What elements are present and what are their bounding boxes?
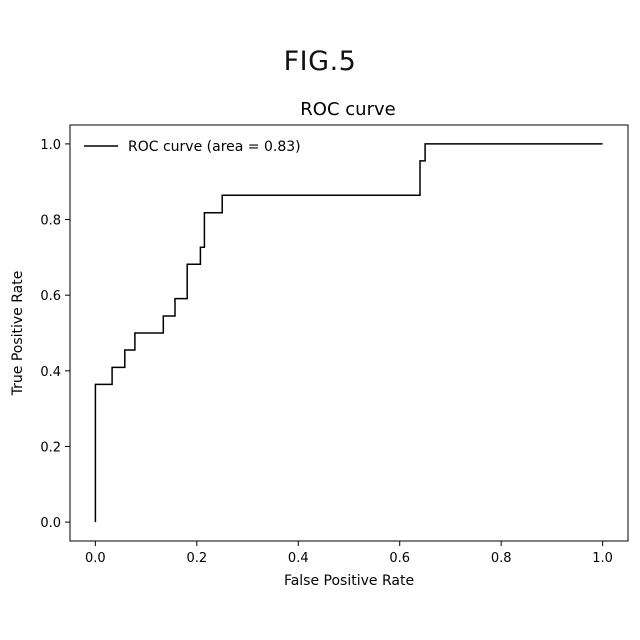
chart-title: ROC curve (300, 99, 395, 120)
x-axis: 0.0 0.2 0.4 0.6 0.8 1.0 (85, 541, 613, 566)
y-tick-label: 0.4 (40, 365, 61, 380)
x-tick-label: 0.2 (186, 551, 207, 566)
x-tick-label: 1.0 (592, 551, 613, 566)
x-tick-label: 0.6 (389, 551, 410, 566)
x-tick-label: 0.8 (491, 551, 512, 566)
legend-label: ROC curve (area = 0.83) (128, 139, 301, 155)
y-axis-label: True Positive Rate (10, 271, 26, 397)
y-tick-label: 0.8 (40, 214, 61, 229)
roc-curve-line (95, 144, 602, 522)
x-axis-label: False Positive Rate (284, 573, 414, 589)
x-tick-label: 0.4 (288, 551, 309, 566)
y-tick-label: 0.0 (40, 516, 61, 531)
series-layer (95, 144, 602, 522)
y-axis: 0.0 0.2 0.4 0.6 0.8 1.0 (40, 138, 70, 531)
legend: ROC curve (area = 0.83) (84, 139, 301, 155)
y-tick-label: 0.2 (40, 440, 61, 455)
x-tick-label: 0.0 (85, 551, 106, 566)
y-tick-label: 1.0 (40, 138, 61, 153)
y-tick-label: 0.6 (40, 289, 61, 304)
